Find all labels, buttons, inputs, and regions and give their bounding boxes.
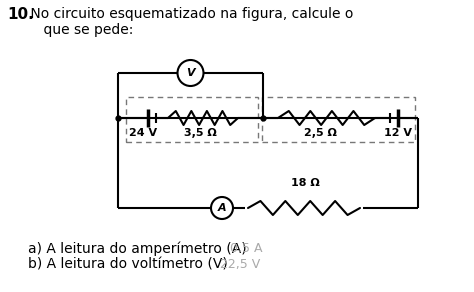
Text: b) A leitura do voltímetro (V): b) A leitura do voltímetro (V): [28, 258, 232, 272]
Text: 18 Ω: 18 Ω: [291, 178, 319, 188]
Text: 24 V: 24 V: [129, 128, 157, 138]
Text: 10.: 10.: [7, 7, 34, 22]
Text: 22,5 V: 22,5 V: [220, 258, 260, 271]
Text: V: V: [186, 68, 195, 78]
Text: a) A leitura do amperímetro (A): a) A leitura do amperímetro (A): [28, 242, 251, 256]
Bar: [262, 97, 415, 142]
Text: A: A: [218, 203, 226, 213]
Text: No circuito esquematizado na figura, calcule o
    que se pede:: No circuito esquematizado na figura, cal…: [26, 7, 354, 37]
Text: 0,5 A: 0,5 A: [230, 242, 263, 255]
Circle shape: [177, 60, 203, 86]
Text: 2,5 Ω: 2,5 Ω: [303, 128, 337, 138]
Text: 3,5 Ω: 3,5 Ω: [183, 128, 216, 138]
Text: 12 V: 12 V: [384, 128, 412, 138]
Circle shape: [211, 197, 233, 219]
Bar: [126, 97, 258, 142]
